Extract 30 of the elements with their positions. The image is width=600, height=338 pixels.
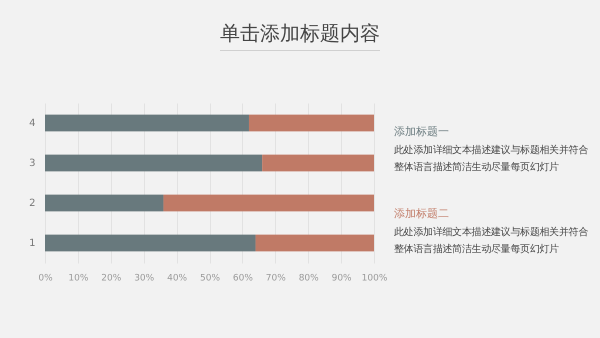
y-tick-label: 2 <box>29 198 36 209</box>
bar <box>45 234 256 252</box>
x-tick-label: 90% <box>332 274 352 284</box>
y-tick-label: 4 <box>29 118 36 129</box>
text: 整体语言描述简洁生动尽量每页幻灯片 <box>394 242 560 257</box>
text: 此处添加详细文本描述建议与标题相关并符合 <box>394 226 590 240</box>
bar <box>45 194 164 212</box>
x-tick-label: 30% <box>134 274 155 284</box>
x-tick-label: 40% <box>167 274 188 284</box>
bar <box>256 234 374 252</box>
x-tick-label: 20% <box>101 274 122 284</box>
bar <box>45 154 262 172</box>
bar <box>262 154 374 172</box>
bar <box>248 114 374 132</box>
x-tick-label: 70% <box>266 274 286 284</box>
y-tick-label: 3 <box>29 158 36 169</box>
text: 添加标题一 <box>394 124 450 139</box>
x-tick-label: 0% <box>38 274 54 284</box>
text: 整体语言描述简洁生动尽量每页幻灯片 <box>394 160 560 175</box>
y-tick-label: 1 <box>29 238 36 249</box>
bar <box>45 114 249 132</box>
bar <box>163 194 374 212</box>
chart-title: 单击添加标题内容 <box>219 20 381 47</box>
x-tick-label: 100% <box>362 274 388 284</box>
series-label: 添加标题二 <box>394 206 450 221</box>
x-tick-label: 10% <box>68 274 89 284</box>
x-tick-label: 50% <box>200 274 220 284</box>
x-tick-label: 60% <box>232 274 254 284</box>
x-tick-label: 80% <box>298 274 320 284</box>
text: 此处添加详细文本描述建议与标题相关并符合 <box>394 144 590 158</box>
